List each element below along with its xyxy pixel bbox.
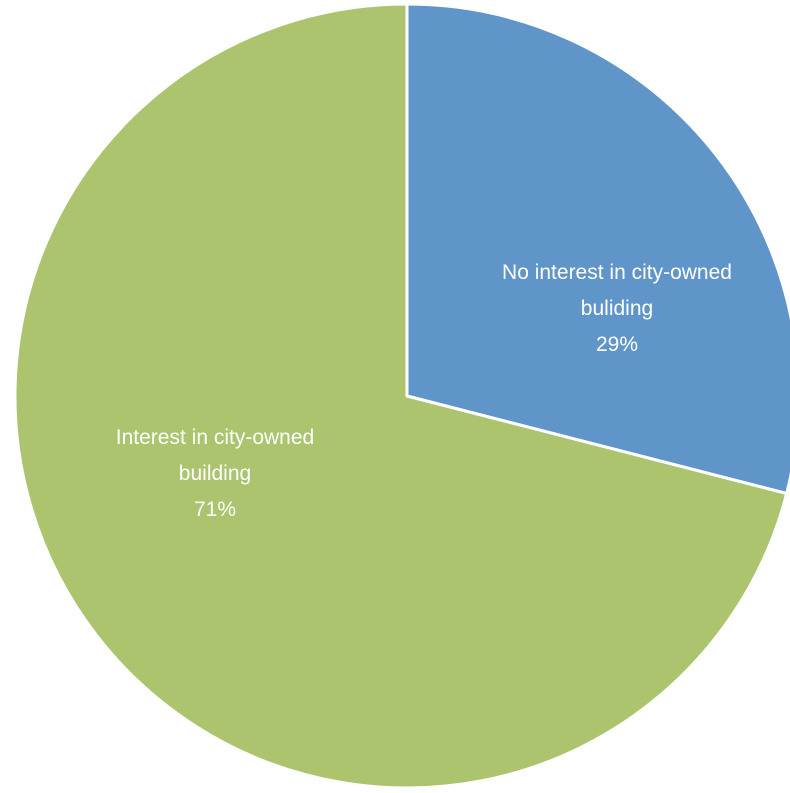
pie-label-value: 29% <box>596 333 638 356</box>
pie-label-line: Interest in city-owned <box>116 426 314 449</box>
pie-label-line: No interest in city-owned <box>502 261 732 284</box>
pie-data-labels: No interest in city-owned buliding 29% Inte… <box>116 261 732 521</box>
pie-slices <box>13 2 790 790</box>
pie-label-0: No interest in city-owned buliding 29% <box>502 261 732 356</box>
pie-label-1: Interest in city-owned building 71% <box>116 426 314 521</box>
pie-slice-0 <box>405 2 790 495</box>
pie-label-line: buliding <box>581 297 653 320</box>
pie-label-line: building <box>179 462 251 485</box>
pie-label-value: 71% <box>194 498 236 521</box>
pie-slice-1 <box>13 2 789 790</box>
